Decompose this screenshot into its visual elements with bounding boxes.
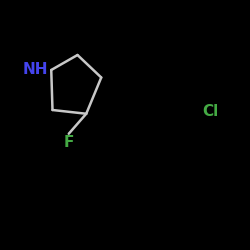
Text: NH: NH	[22, 62, 48, 78]
Text: F: F	[64, 135, 74, 150]
Text: Cl: Cl	[202, 104, 218, 119]
